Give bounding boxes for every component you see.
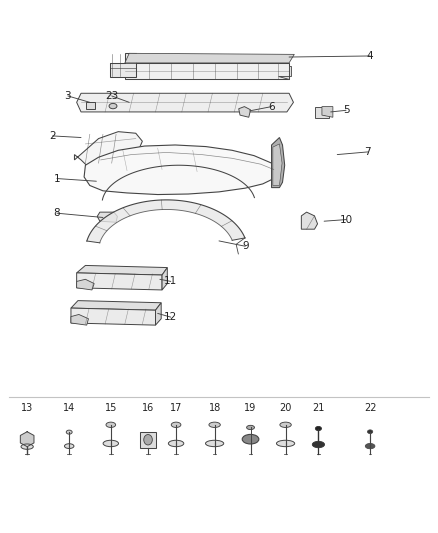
Ellipse shape (367, 430, 373, 434)
Polygon shape (77, 273, 162, 290)
Polygon shape (74, 132, 142, 168)
Ellipse shape (280, 422, 291, 427)
Ellipse shape (209, 422, 220, 427)
Text: 1: 1 (53, 174, 60, 183)
Polygon shape (125, 63, 289, 79)
Text: 7: 7 (364, 147, 371, 157)
Text: 8: 8 (53, 208, 60, 218)
Polygon shape (71, 308, 155, 325)
Ellipse shape (21, 444, 33, 449)
Ellipse shape (205, 440, 224, 447)
Ellipse shape (315, 426, 321, 431)
Text: 11: 11 (164, 277, 177, 286)
Text: 5: 5 (343, 106, 350, 115)
Ellipse shape (106, 422, 116, 427)
Ellipse shape (66, 430, 72, 434)
Text: 17: 17 (170, 402, 182, 413)
Text: 2: 2 (49, 131, 56, 141)
Text: 23: 23 (105, 91, 118, 101)
Polygon shape (77, 265, 167, 275)
Polygon shape (322, 107, 333, 117)
Text: 19: 19 (244, 402, 257, 413)
Polygon shape (301, 212, 318, 229)
Polygon shape (71, 301, 161, 310)
Text: 3: 3 (64, 91, 71, 101)
Text: 4: 4 (367, 51, 374, 61)
Ellipse shape (365, 443, 375, 449)
Ellipse shape (242, 434, 259, 444)
Ellipse shape (312, 441, 325, 448)
Polygon shape (77, 93, 293, 112)
Text: 20: 20 (279, 402, 292, 413)
Text: 6: 6 (268, 102, 275, 111)
Polygon shape (97, 212, 117, 222)
Polygon shape (77, 279, 94, 290)
Polygon shape (273, 144, 282, 185)
Polygon shape (71, 314, 88, 325)
Ellipse shape (168, 440, 184, 447)
Bar (140, 432, 156, 448)
Polygon shape (272, 138, 285, 188)
Polygon shape (20, 432, 34, 447)
Text: 15: 15 (105, 402, 117, 413)
Polygon shape (315, 107, 328, 118)
Polygon shape (84, 145, 278, 195)
Polygon shape (239, 107, 251, 117)
Polygon shape (162, 268, 167, 290)
Text: 9: 9 (242, 241, 249, 251)
Text: 14: 14 (63, 402, 75, 413)
Ellipse shape (64, 443, 74, 449)
Text: 21: 21 (312, 402, 325, 413)
Text: 18: 18 (208, 402, 221, 413)
Ellipse shape (109, 103, 117, 109)
Ellipse shape (276, 440, 295, 447)
Ellipse shape (103, 440, 119, 447)
Polygon shape (278, 66, 291, 79)
Text: 10: 10 (339, 215, 353, 224)
Text: 12: 12 (164, 312, 177, 322)
Polygon shape (87, 200, 245, 243)
Polygon shape (110, 53, 136, 77)
Polygon shape (155, 303, 161, 325)
Polygon shape (86, 102, 95, 109)
Ellipse shape (171, 422, 181, 427)
Circle shape (144, 434, 152, 445)
Text: 16: 16 (142, 402, 154, 413)
Polygon shape (125, 53, 294, 63)
Text: 13: 13 (21, 402, 33, 413)
Text: 22: 22 (364, 402, 376, 413)
Ellipse shape (247, 425, 254, 430)
